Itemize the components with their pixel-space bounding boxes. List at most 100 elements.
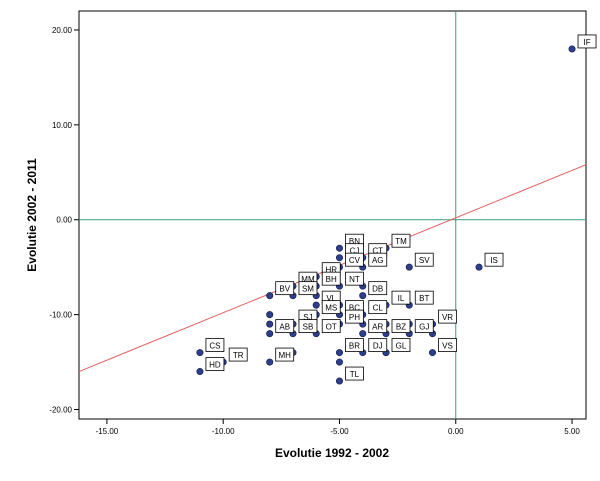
point-label-box <box>368 281 388 296</box>
y-tick-label: 0.00 <box>56 216 72 225</box>
data-point <box>266 292 274 300</box>
point-label-box <box>391 319 411 334</box>
point-label: VS <box>442 342 453 351</box>
point-label-box <box>275 281 295 296</box>
point-label: IS <box>490 256 498 265</box>
point-label-box <box>414 319 434 334</box>
data-point <box>429 349 437 357</box>
point-label: TR <box>233 351 244 360</box>
x-tick-label: -10.00 <box>212 427 235 436</box>
data-point <box>266 330 274 338</box>
point-label: VL <box>326 294 336 303</box>
point-label-box <box>205 357 225 371</box>
plot-frame <box>78 10 587 420</box>
point-label: OT <box>326 323 337 332</box>
point-label-box <box>391 338 411 352</box>
point-label-box <box>438 309 457 324</box>
point-label: NT <box>349 275 360 284</box>
y-tick-label: 20.00 <box>52 26 73 35</box>
point-label: GL <box>396 342 407 351</box>
point-label: MH <box>278 351 291 360</box>
point-label: BR <box>349 342 360 351</box>
point-label: VR <box>442 313 453 322</box>
point-label-box <box>275 319 295 334</box>
y-tick-label: -20.00 <box>49 406 72 415</box>
point-label: TL <box>350 370 360 379</box>
y-tick-label: 10.00 <box>52 121 73 130</box>
point-label: MM <box>301 275 315 284</box>
data-point <box>266 311 274 319</box>
point-label-box <box>228 347 248 362</box>
point-label: HR <box>325 266 337 275</box>
point-label: AG <box>372 256 384 265</box>
point-label: MS <box>325 304 337 313</box>
point-label: HD <box>209 361 221 370</box>
point-label-box <box>368 319 388 334</box>
point-label-box <box>414 252 434 267</box>
point-label: AB <box>279 323 290 332</box>
point-label-box <box>345 366 364 381</box>
y-axis-title: Evolutie 2002 - 2011 <box>25 158 39 272</box>
data-point <box>475 263 483 271</box>
point-label-box <box>205 338 225 352</box>
point-label-box <box>275 347 295 362</box>
x-tick-label: -15.00 <box>96 427 119 436</box>
point-label: CS <box>209 342 220 351</box>
data-point <box>266 320 274 328</box>
point-label-box <box>321 300 341 315</box>
data-point <box>196 368 204 376</box>
y-tick-label: -10.00 <box>49 311 72 320</box>
point-label: BH <box>326 275 337 284</box>
point-label: AR <box>372 323 383 332</box>
point-label-box <box>321 319 341 334</box>
data-point <box>335 358 343 366</box>
point-label: BV <box>279 285 290 294</box>
point-label: CT <box>372 247 383 256</box>
point-label: SB <box>303 323 314 332</box>
data-point <box>568 45 576 53</box>
point-label: IF <box>583 38 590 47</box>
point-label: SJ <box>303 313 312 322</box>
point-label: CL <box>373 304 384 313</box>
data-point <box>196 349 204 357</box>
data-point <box>335 377 343 385</box>
point-label: CV <box>349 256 361 265</box>
data-point <box>335 244 343 252</box>
point-label: TM <box>395 237 407 246</box>
point-label: IL <box>398 294 405 303</box>
x-tick-label: 5.00 <box>564 427 580 436</box>
point-label: GJ <box>419 323 429 332</box>
data-point <box>335 254 343 262</box>
point-label-box <box>298 319 318 334</box>
point-label-box <box>391 290 411 305</box>
point-label: BC <box>349 304 360 313</box>
point-label-box <box>414 290 434 305</box>
x-tick-label: -5.00 <box>330 427 349 436</box>
x-axis-title: Evolutie 1992 - 2002 <box>275 446 389 460</box>
point-label-box <box>368 252 388 267</box>
point-label: SV <box>419 256 430 265</box>
point-label-box <box>391 233 411 248</box>
point-label-box <box>484 252 504 267</box>
point-label: BZ <box>396 323 406 332</box>
point-label-box <box>345 309 364 324</box>
point-label: CJ <box>350 247 360 256</box>
point-label: BN <box>349 237 360 246</box>
point-label: BT <box>419 294 429 303</box>
data-point <box>312 301 320 309</box>
point-label: SM <box>302 285 314 294</box>
point-label-box <box>368 338 388 352</box>
point-label-box <box>298 281 318 296</box>
point-label-box <box>345 338 364 352</box>
point-label-box <box>368 300 388 315</box>
point-label: DB <box>372 285 383 294</box>
point-label-box <box>345 271 364 286</box>
data-point <box>266 358 274 366</box>
data-point <box>335 349 343 357</box>
data-point <box>359 292 367 300</box>
point-label: PH <box>349 313 360 322</box>
point-label-box <box>438 338 457 352</box>
point-label: DJ <box>373 342 383 351</box>
data-point <box>405 263 413 271</box>
